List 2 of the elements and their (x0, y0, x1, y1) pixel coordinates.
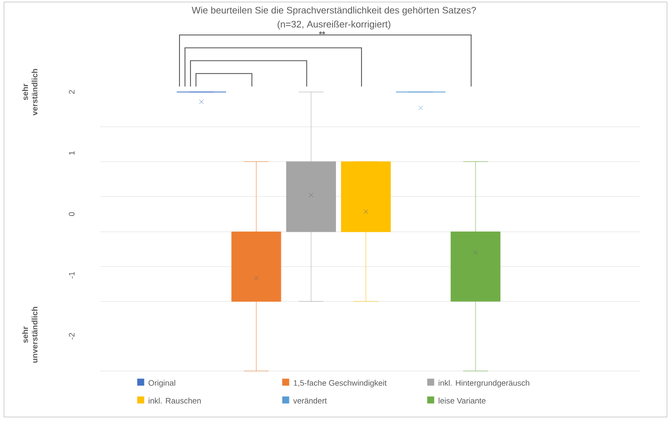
chart-title: Wie beurteilen Sie die Sprachverständlichkeit des gehörten Satzes? (192, 6, 476, 16)
chart-subtitle: (n=32, Ausreißer-korrigiert) (278, 20, 390, 30)
